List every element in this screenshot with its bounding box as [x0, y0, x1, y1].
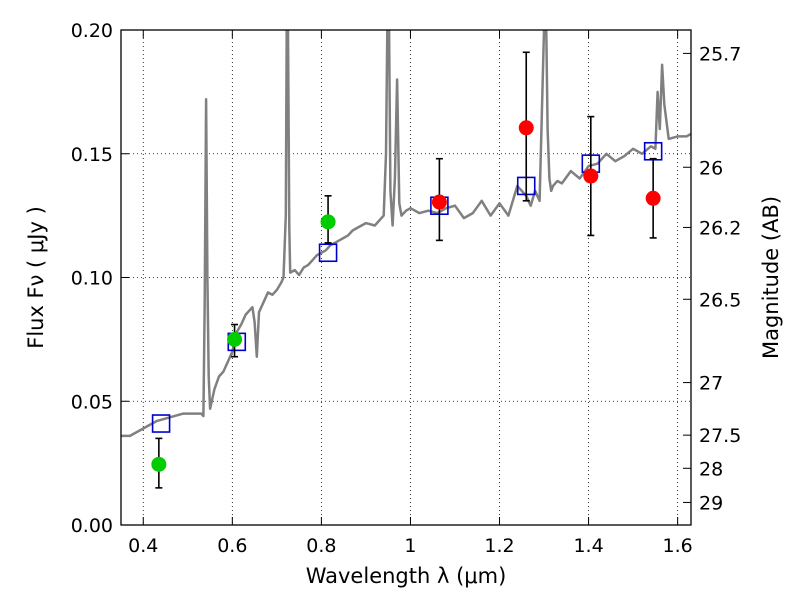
y2-tick-label: 27	[699, 373, 723, 395]
x-axis-label: Wavelength λ (μm)	[306, 564, 507, 588]
spectrum-line	[121, 30, 691, 438]
y2-tick-label: 27.5	[699, 425, 741, 447]
axis-ticks: 0.4 0.6 0.8 1 1.2 1.4 1.6 0.00 0.05 0.10 0.15 0.20 2…	[71, 20, 742, 557]
x-tick-label: 1.4	[573, 535, 603, 557]
data-point	[645, 190, 661, 206]
x-tick-label: 0.6	[217, 535, 247, 557]
y2-tick-label: 26	[699, 157, 723, 179]
y2-axis-label: Magnitude (AB)	[759, 196, 783, 359]
y2-tick-label: 26.5	[699, 289, 741, 311]
model-square-marker	[318, 243, 338, 263]
y2-tick-label: 29	[699, 492, 723, 514]
data-point	[227, 331, 243, 347]
data-point	[583, 168, 599, 184]
y-tick-label: 0.05	[71, 391, 113, 413]
x-tick-label: 1	[404, 535, 416, 557]
y-tick-label: 0.15	[71, 144, 113, 166]
y-tick-label: 0.20	[71, 20, 113, 42]
y-tick-label: 0.10	[71, 268, 113, 290]
model-square-marker	[151, 414, 171, 433]
y2-tick-label: 26.2	[699, 217, 741, 239]
x-tick-label: 1.6	[663, 535, 693, 557]
data-point	[151, 456, 167, 472]
y2-tick-label: 28	[699, 458, 723, 480]
y2-tick-label: 25.7	[699, 43, 741, 65]
x-tick-label: 1.2	[484, 535, 514, 557]
x-tick-label: 0.4	[128, 535, 158, 557]
x-tick-label: 0.8	[306, 535, 336, 557]
data-point	[320, 214, 336, 230]
plot-area	[121, 30, 691, 489]
data-point	[431, 194, 447, 210]
y-tick-label: 0.00	[71, 515, 113, 537]
data-point	[518, 120, 534, 136]
model-square-marker	[643, 141, 663, 161]
y-axis-label: Flux Fν ( μJy )	[24, 206, 48, 349]
